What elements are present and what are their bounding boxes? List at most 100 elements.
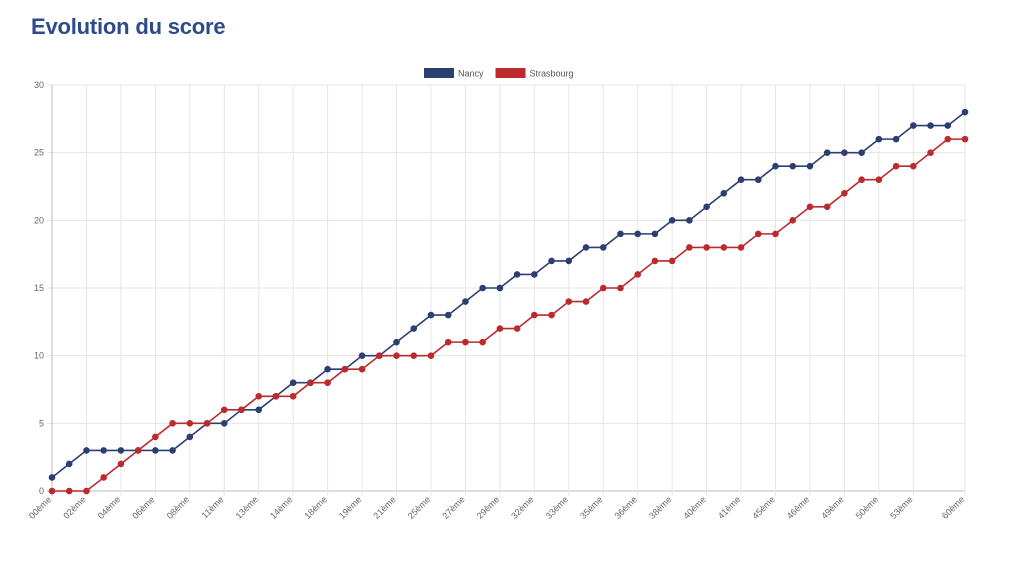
data-point[interactable] <box>858 176 865 184</box>
data-point[interactable] <box>651 257 659 265</box>
data-point[interactable] <box>754 176 762 184</box>
data-point[interactable] <box>410 352 418 359</box>
data-point[interactable] <box>152 433 159 441</box>
data-point[interactable] <box>324 379 331 387</box>
data-point[interactable] <box>427 311 435 319</box>
data-point[interactable] <box>927 122 934 129</box>
data-point[interactable] <box>668 257 676 265</box>
data-point[interactable] <box>65 487 73 495</box>
data-point[interactable] <box>910 162 917 170</box>
data-point[interactable] <box>548 311 555 319</box>
data-point[interactable] <box>841 149 848 156</box>
data-point[interactable] <box>324 365 331 373</box>
data-point[interactable] <box>668 217 676 224</box>
data-point[interactable] <box>410 325 418 332</box>
data-point[interactable] <box>65 460 73 468</box>
data-point[interactable] <box>875 135 883 143</box>
chart-legend[interactable]: Nancy Strasbourg <box>424 68 574 79</box>
data-point[interactable] <box>772 162 779 170</box>
data-point[interactable] <box>48 487 56 495</box>
data-point[interactable] <box>789 217 797 224</box>
data-point[interactable] <box>944 122 952 129</box>
data-point[interactable] <box>565 298 573 305</box>
data-point[interactable] <box>427 352 435 359</box>
data-point[interactable] <box>220 420 228 427</box>
data-point[interactable] <box>117 460 125 468</box>
data-point[interactable] <box>686 244 693 251</box>
data-point[interactable] <box>186 420 194 427</box>
data-point[interactable] <box>496 325 504 332</box>
data-point[interactable] <box>134 447 142 454</box>
data-point[interactable] <box>582 298 590 305</box>
data-point[interactable] <box>548 257 555 265</box>
data-point[interactable] <box>513 271 521 278</box>
data-point[interactable] <box>462 298 469 305</box>
data-point[interactable] <box>841 189 848 197</box>
data-point[interactable] <box>686 217 693 224</box>
data-point[interactable] <box>255 392 263 400</box>
data-point[interactable] <box>651 230 659 238</box>
data-point[interactable] <box>444 311 452 319</box>
data-point[interactable] <box>599 284 607 292</box>
data-point[interactable] <box>531 271 538 278</box>
data-point[interactable] <box>186 433 194 441</box>
data-point[interactable] <box>220 406 228 414</box>
data-point[interactable] <box>341 365 349 373</box>
data-point[interactable] <box>927 149 934 156</box>
data-point[interactable] <box>599 244 607 251</box>
data-point[interactable] <box>789 162 797 170</box>
data-point[interactable] <box>462 338 469 346</box>
data-point[interactable] <box>582 244 590 251</box>
data-point[interactable] <box>479 338 486 346</box>
data-point[interactable] <box>531 311 538 319</box>
data-point[interactable] <box>393 338 400 346</box>
data-point[interactable] <box>703 244 710 251</box>
data-point[interactable] <box>169 447 176 454</box>
data-point[interactable] <box>754 230 762 238</box>
data-point[interactable] <box>892 162 900 170</box>
data-point[interactable] <box>255 406 263 414</box>
data-point[interactable] <box>617 230 624 238</box>
data-point[interactable] <box>238 406 245 414</box>
data-point[interactable] <box>513 325 521 332</box>
data-point[interactable] <box>910 122 917 129</box>
data-point[interactable] <box>83 487 90 495</box>
data-point[interactable] <box>444 338 452 346</box>
data-point[interactable] <box>289 392 297 400</box>
data-point[interactable] <box>83 447 90 454</box>
legend-item-nancy[interactable]: Nancy <box>424 68 484 79</box>
data-point[interactable] <box>358 352 366 359</box>
data-point[interactable] <box>823 149 831 156</box>
data-point[interactable] <box>720 189 728 197</box>
legend-item-strasbourg[interactable]: Strasbourg <box>495 68 574 79</box>
data-point[interactable] <box>289 379 297 387</box>
data-point[interactable] <box>376 352 383 359</box>
data-point[interactable] <box>617 284 624 292</box>
data-point[interactable] <box>203 420 211 427</box>
data-point[interactable] <box>892 135 900 143</box>
data-point[interactable] <box>496 284 504 292</box>
data-point[interactable] <box>169 420 176 427</box>
data-point[interactable] <box>703 203 710 211</box>
data-point[interactable] <box>772 230 779 238</box>
data-point[interactable] <box>565 257 573 265</box>
data-point[interactable] <box>634 271 641 278</box>
data-point[interactable] <box>720 244 728 251</box>
data-point[interactable] <box>393 352 400 359</box>
data-point[interactable] <box>737 244 745 251</box>
data-point[interactable] <box>48 474 56 481</box>
data-point[interactable] <box>806 203 814 211</box>
data-point[interactable] <box>823 203 831 211</box>
data-point[interactable] <box>117 447 125 454</box>
data-point[interactable] <box>858 149 865 156</box>
data-point[interactable] <box>152 447 159 454</box>
data-point[interactable] <box>737 176 745 184</box>
data-point[interactable] <box>479 284 486 292</box>
data-point[interactable] <box>875 176 883 184</box>
data-point[interactable] <box>806 162 814 170</box>
data-point[interactable] <box>634 230 641 238</box>
data-point[interactable] <box>944 135 952 143</box>
data-point[interactable] <box>961 108 969 116</box>
data-point[interactable] <box>100 447 107 454</box>
data-point[interactable] <box>272 392 280 400</box>
